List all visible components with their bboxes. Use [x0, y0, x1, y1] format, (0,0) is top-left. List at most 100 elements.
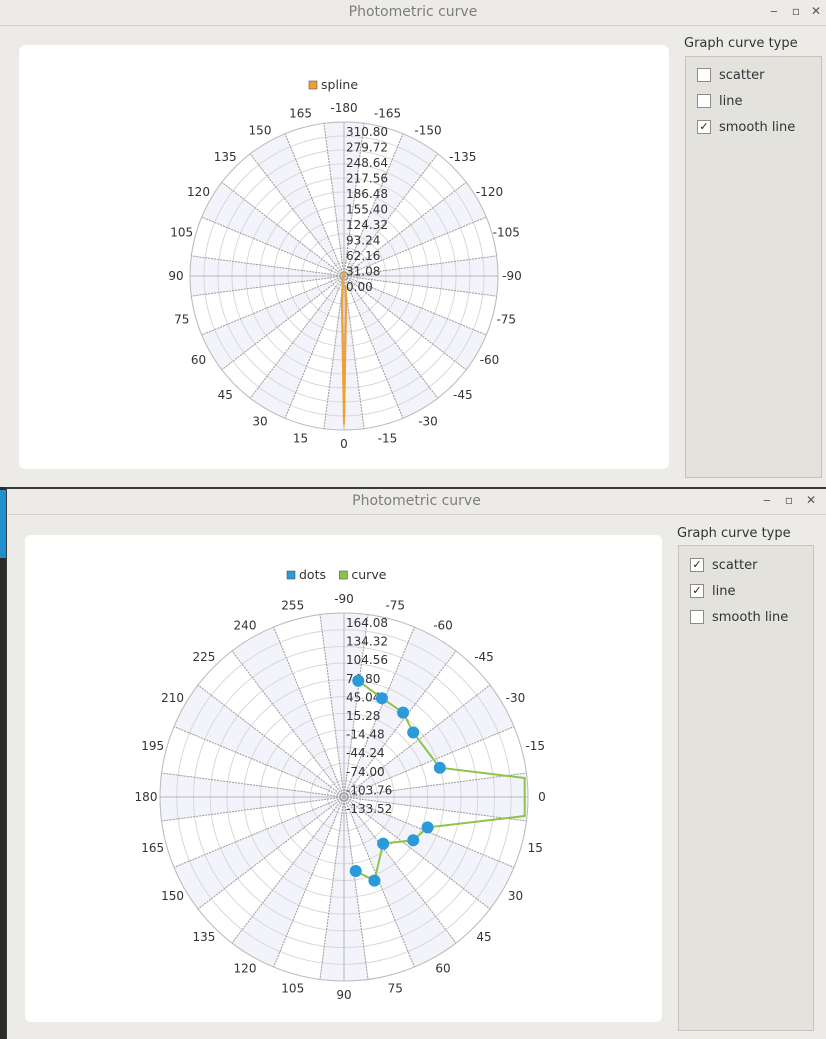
- angle-label: -60: [433, 619, 453, 633]
- spoke: [319, 796, 345, 980]
- radial-label: 0.00: [346, 280, 373, 294]
- radial-label: 186.48: [346, 187, 388, 201]
- option-scatter[interactable]: ✓ scatter: [690, 556, 757, 574]
- angle-label: -90: [334, 592, 354, 606]
- titlebar[interactable]: Photometric curve ‒ ▫ ✕: [7, 489, 826, 515]
- graph-type-title: Graph curve type: [677, 526, 791, 541]
- line-checkbox[interactable]: [697, 94, 711, 108]
- smooth-line-checkbox[interactable]: ✓: [697, 120, 711, 134]
- angle-label: 30: [508, 889, 523, 903]
- spoke: [231, 796, 345, 944]
- angle-label: 165: [289, 107, 312, 121]
- angle-label: 255: [281, 599, 304, 613]
- angle-label: 150: [161, 889, 184, 903]
- data-point: [433, 761, 446, 774]
- angle-label: 105: [170, 226, 193, 240]
- angle-label: 120: [187, 185, 210, 199]
- radial-label: 45.04: [346, 690, 380, 704]
- angle-label: 240: [234, 619, 257, 633]
- angle-label: 120: [234, 961, 257, 975]
- spoke: [343, 275, 467, 371]
- angle-label: -90: [502, 269, 522, 283]
- series-line: [340, 269, 348, 425]
- angle-label: 45: [476, 930, 491, 944]
- option-label: line: [712, 583, 736, 599]
- spoke: [343, 796, 491, 910]
- spoke: [323, 275, 345, 429]
- close-button[interactable]: ✕: [810, 4, 822, 18]
- radial-label: 15.28: [346, 709, 380, 723]
- spoke: [201, 275, 345, 336]
- angle-label: 225: [193, 650, 216, 664]
- sector-shade: [231, 797, 344, 967]
- window-title: Photometric curve: [348, 4, 478, 20]
- polar-chart-1: -180 -165 -150 -135 -120 -105 -90 -75 -60 -45 -30-…: [19, 45, 669, 469]
- radial-label: -44.24: [346, 746, 385, 760]
- data-point: [352, 674, 365, 687]
- option-label: line: [719, 93, 743, 109]
- spoke: [343, 181, 467, 277]
- data-point: [407, 834, 420, 847]
- legend-swatch: [308, 80, 318, 90]
- spoke: [343, 153, 439, 277]
- angle-label: 45: [218, 388, 233, 402]
- scatter-checkbox[interactable]: ✓: [690, 558, 704, 572]
- option-line[interactable]: ✓ line: [690, 582, 735, 600]
- minimize-button[interactable]: ‒: [763, 493, 771, 507]
- legend-label: curve: [351, 567, 386, 582]
- data-point: [407, 726, 420, 739]
- angle-label: 90: [336, 988, 351, 1002]
- spoke: [323, 123, 345, 277]
- angle-label: -60: [480, 353, 500, 367]
- legend-label: dots: [299, 567, 326, 582]
- radial-label: 124.32: [346, 218, 388, 232]
- angle-label: 0: [340, 437, 348, 451]
- angle-label: 15: [293, 431, 308, 445]
- radial-label: 104.56: [346, 653, 388, 667]
- option-label: scatter: [719, 67, 765, 83]
- option-smooth-line[interactable]: smooth line: [690, 608, 788, 626]
- smooth-line-checkbox[interactable]: [690, 610, 704, 624]
- angle-label: -165: [374, 107, 401, 121]
- spoke: [197, 796, 345, 910]
- angle-label: 135: [214, 150, 237, 164]
- titlebar[interactable]: Photometric curve ‒ ▫ ✕: [0, 0, 826, 26]
- close-button[interactable]: ✕: [805, 493, 817, 507]
- option-line[interactable]: line: [697, 92, 742, 110]
- radial-label: -133.52: [346, 802, 392, 816]
- spoke: [343, 650, 457, 798]
- angle-label: 180: [135, 790, 158, 804]
- sector-shade: [344, 276, 487, 370]
- radial-label: -103.76: [346, 783, 392, 797]
- sector-shade: [344, 182, 487, 276]
- maximize-button[interactable]: ▫: [784, 493, 794, 507]
- spoke: [343, 275, 365, 429]
- data-point: [375, 692, 388, 705]
- spoke: [201, 216, 345, 277]
- legend-swatch: [286, 570, 296, 580]
- line-checkbox[interactable]: ✓: [690, 584, 704, 598]
- desktop-edge-accent: [0, 490, 6, 558]
- angle-label: -105: [493, 226, 520, 240]
- spoke: [343, 614, 369, 798]
- sector-shade: [250, 133, 344, 276]
- spoke: [343, 255, 497, 277]
- maximize-button[interactable]: ▫: [791, 4, 801, 18]
- option-scatter[interactable]: scatter: [697, 66, 764, 84]
- sector-shade: [174, 684, 344, 797]
- angle-label: 30: [252, 414, 267, 428]
- spoke: [319, 614, 345, 798]
- spoke: [343, 684, 491, 798]
- radial-label: 155.40: [346, 203, 388, 217]
- spoke: [343, 275, 497, 297]
- radial-label: -74.00: [346, 765, 385, 779]
- option-smooth-line[interactable]: ✓ smooth line: [697, 118, 795, 136]
- angle-label: -135: [449, 150, 476, 164]
- polar-chart-2-svg: -90 -75 -60 -45 -30 -15 0 15 30 45 60 75 90 105 120 135…: [135, 567, 546, 1002]
- scatter-checkbox[interactable]: [697, 68, 711, 82]
- angle-label: 150: [249, 124, 272, 138]
- angle-label: 135: [193, 930, 216, 944]
- photometric-window-1: Photometric curve ‒ ▫ ✕ -180 -165 -150 -135…: [0, 0, 826, 487]
- minimize-button[interactable]: ‒: [770, 4, 778, 18]
- angle-label: 60: [191, 353, 206, 367]
